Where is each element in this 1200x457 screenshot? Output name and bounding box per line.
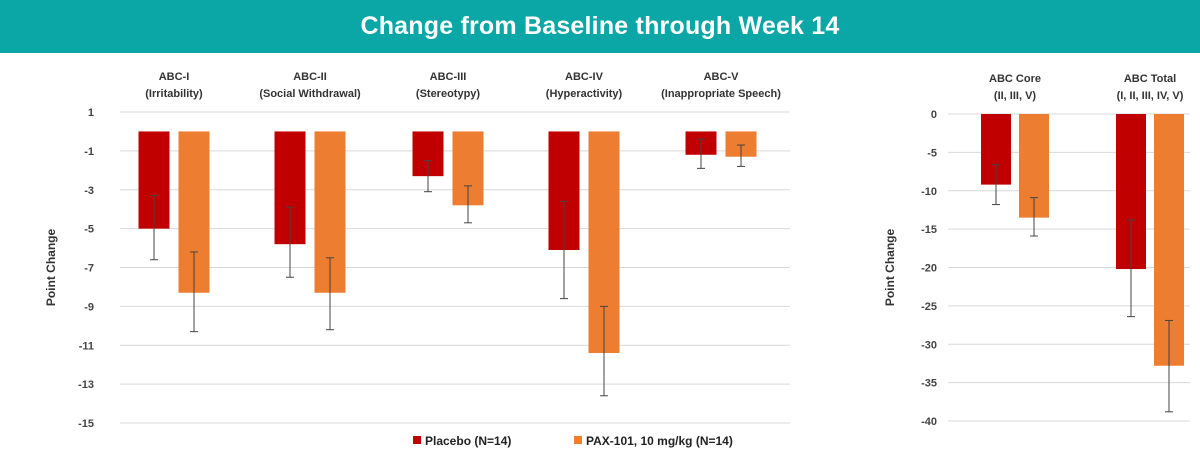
title-banner: Change from Baseline through Week 14 (0, 0, 1200, 53)
y-tick-label: -40 (921, 416, 937, 428)
y-tick-label: -3 (84, 185, 94, 197)
legend-swatch (574, 436, 582, 444)
legend-label: PAX-101, 10 mg/kg (N=14) (586, 434, 733, 448)
category-label: ABC Core (989, 73, 1041, 85)
chart-title: Change from Baseline through Week 14 (360, 12, 840, 40)
y-tick-label: -10 (921, 186, 937, 198)
y-tick-label: -1 (84, 146, 94, 158)
y-tick-label: -15 (921, 224, 937, 236)
category-label: ABC-IV (565, 71, 604, 83)
y-axis-title: Point Change (883, 229, 897, 307)
category-sublabel: (I, II, III, IV, V) (1117, 90, 1184, 102)
y-tick-label: -5 (84, 224, 94, 236)
y-tick-label: -30 (921, 339, 937, 351)
y-tick-label: -35 (921, 378, 937, 390)
y-tick-label: -9 (84, 301, 94, 313)
y-tick-label: -5 (927, 147, 937, 159)
category-sublabel: (II, III, V) (994, 90, 1037, 102)
y-tick-label: -11 (79, 340, 94, 352)
category-sublabel: (Stereotypy) (416, 88, 481, 100)
y-tick-label: 0 (931, 109, 937, 121)
category-sublabel: (Social Withdrawal) (259, 88, 361, 100)
category-label: ABC-III (430, 71, 467, 83)
category-label: ABC-V (704, 71, 739, 83)
abc-subscales-chart: 1 -1 -3 -5 -7 -9 -11 -13 -15 Point Change ABC-I (Ir… (44, 71, 790, 430)
abc-summary-chart: 0 -5 -10 -15 -20 -25 -30 -35 -40 Point Change ABC … (883, 73, 1190, 428)
category-sublabel: (Hyperactivity) (546, 88, 623, 100)
category-label: ABC-II (293, 71, 327, 83)
y-axis-title: Point Change (44, 229, 58, 307)
category-label: ABC Total (1124, 73, 1176, 85)
y-tick-label: -15 (78, 418, 94, 430)
y-tick-label: -13 (78, 379, 94, 391)
category-sublabel: (Inappropriate Speech) (661, 88, 781, 100)
y-tick-label: -7 (84, 263, 94, 275)
category-label: ABC-I (159, 71, 190, 83)
y-tick-label: -20 (921, 263, 937, 275)
legend: Placebo (N=14) PAX-101, 10 mg/kg (N=14) (413, 434, 733, 448)
y-tick-label: 1 (88, 107, 94, 119)
legend-label: Placebo (N=14) (425, 434, 511, 448)
category-sublabel: (Irritability) (145, 88, 203, 100)
y-tick-label: -25 (921, 301, 937, 313)
legend-swatch (413, 436, 421, 444)
